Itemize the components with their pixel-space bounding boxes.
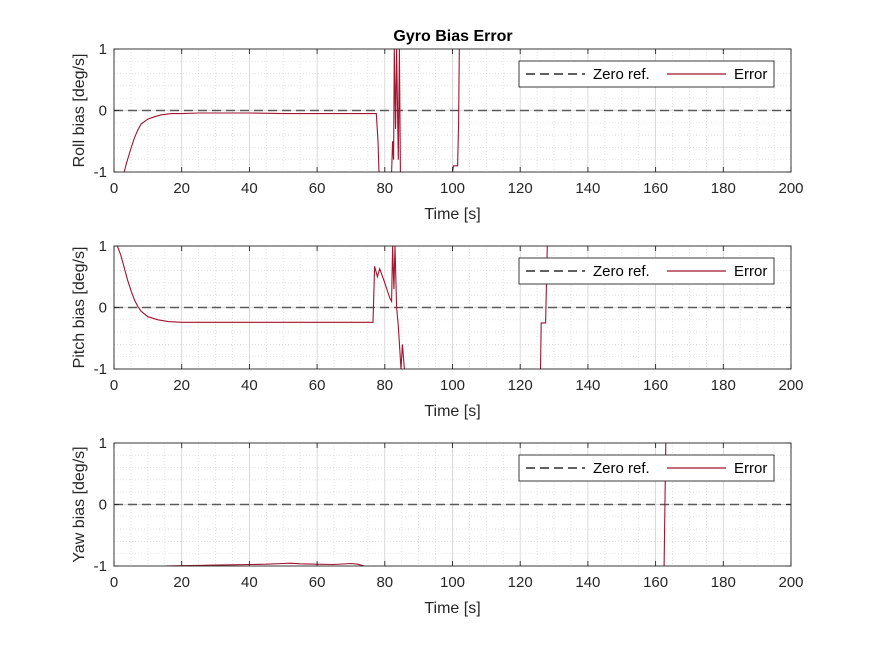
pitch-x-tick-label: 160 xyxy=(643,377,668,394)
roll-legend: Zero ref. Error xyxy=(519,61,774,87)
pitch-x-tick-label: 0 xyxy=(110,377,118,394)
pitch-x-tick-label: 40 xyxy=(241,377,258,394)
pitch-x-tick-label: 180 xyxy=(711,377,736,394)
pitch-y-axis-label: Pitch bias [deg/s] xyxy=(71,247,88,369)
yaw-x-tick-label: 60 xyxy=(309,574,326,591)
roll-x-tick-label: 120 xyxy=(508,180,533,197)
roll-y-tick-label: 1 xyxy=(99,41,107,58)
roll-y-tick-label: 0 xyxy=(99,103,107,120)
yaw-y-tick-label: 1 xyxy=(99,435,107,452)
roll-y-axis-label: Roll bias [deg/s] xyxy=(71,54,88,168)
yaw-x-tick-label: 100 xyxy=(440,574,465,591)
yaw-y-tick-label: 0 xyxy=(99,497,107,514)
pitch-y-tick-label: 0 xyxy=(99,300,107,317)
pitch-x-tick-label: 100 xyxy=(440,377,465,394)
roll-x-tick-label: 160 xyxy=(643,180,668,197)
yaw-x-tick-label: 40 xyxy=(241,574,258,591)
pitch-x-axis-label: Time [s] xyxy=(424,403,480,420)
roll-x-tick-label: 180 xyxy=(711,180,736,197)
pitch-legend-label-zero-ref: Zero ref. xyxy=(593,263,650,280)
pitch-x-tick-label: 80 xyxy=(376,377,393,394)
yaw-legend: Zero ref. Error xyxy=(519,455,774,481)
yaw-x-tick-label: 80 xyxy=(376,574,393,591)
yaw-y-axis-label: Yaw bias [deg/s] xyxy=(71,446,88,562)
roll-x-axis-label: Time [s] xyxy=(424,206,480,223)
pitch-x-tick-label: 140 xyxy=(575,377,600,394)
yaw-x-tick-label: 180 xyxy=(711,574,736,591)
pitch-y-tick-label: 1 xyxy=(99,238,107,255)
roll-x-tick-label: 80 xyxy=(376,180,393,197)
pitch-x-tick-label: 60 xyxy=(309,377,326,394)
pitch-y-tick-label: -1 xyxy=(94,361,107,378)
yaw-x-tick-label: 20 xyxy=(173,574,190,591)
yaw-x-tick-label: 140 xyxy=(575,574,600,591)
chart-title: Gyro Bias Error xyxy=(393,28,512,45)
roll-x-tick-label: 200 xyxy=(778,180,803,197)
roll-x-tick-label: 20 xyxy=(173,180,190,197)
pitch-x-tick-label: 200 xyxy=(778,377,803,394)
pitch-x-tick-label: 20 xyxy=(173,377,190,394)
roll-legend-label-zero-ref: Zero ref. xyxy=(593,66,650,83)
yaw-legend-label-zero-ref: Zero ref. xyxy=(593,460,650,477)
roll-legend-label-error: Error xyxy=(734,66,767,83)
pitch-legend: Zero ref. Error xyxy=(519,258,774,284)
yaw-x-tick-label: 120 xyxy=(508,574,533,591)
pitch-legend-label-error: Error xyxy=(734,263,767,280)
roll-x-tick-label: 100 xyxy=(440,180,465,197)
roll-x-tick-label: 40 xyxy=(241,180,258,197)
yaw-x-tick-label: 200 xyxy=(778,574,803,591)
yaw-x-tick-label: 0 xyxy=(110,574,118,591)
roll-y-tick-label: -1 xyxy=(94,164,107,181)
yaw-x-axis-label: Time [s] xyxy=(424,600,480,617)
pitch-x-tick-label: 120 xyxy=(508,377,533,394)
yaw-x-tick-label: 160 xyxy=(643,574,668,591)
yaw-y-tick-label: -1 xyxy=(94,558,107,575)
roll-x-tick-label: 0 xyxy=(110,180,118,197)
roll-x-tick-label: 60 xyxy=(309,180,326,197)
yaw-legend-label-error: Error xyxy=(734,460,767,477)
roll-x-tick-label: 140 xyxy=(575,180,600,197)
